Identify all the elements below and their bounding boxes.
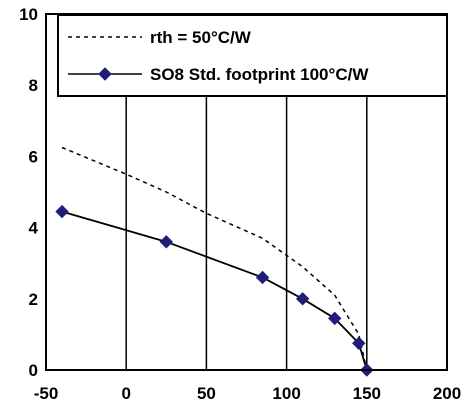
x-tick-label: 150 <box>353 384 381 403</box>
legend-marker-diamond <box>98 67 112 81</box>
data-point-marker <box>328 311 342 326</box>
y-tick-label: 4 <box>29 219 39 238</box>
legend-box <box>57 14 448 97</box>
data-point-marker <box>159 235 174 249</box>
data-point-marker <box>55 204 69 219</box>
y-tick-label: 10 <box>19 5 38 24</box>
x-tick-label: 50 <box>197 384 216 403</box>
x-tick-label: 100 <box>272 384 300 403</box>
x-tick-label: 0 <box>121 384 130 403</box>
y-tick-label: 8 <box>29 76 38 95</box>
y-tick-label: 2 <box>29 290 38 309</box>
legend-label-rth: rth = 50°C/W <box>150 28 252 47</box>
x-tick-label: -50 <box>34 384 59 403</box>
tick-labels: -50 0 50 100 150 200 0 2 4 6 8 10 <box>19 5 461 403</box>
series-line-1 <box>61 210 368 371</box>
data-point-marker <box>352 336 366 351</box>
data-point-marker <box>295 292 310 306</box>
y-tick-label: 0 <box>29 361 38 380</box>
series-layer <box>55 146 374 377</box>
legend-label-so8: SO8 Std. footprint 100°C/W <box>150 65 369 84</box>
data-point-marker <box>255 270 270 285</box>
legend: rth = 50°C/W SO8 Std. footprint 100°C/W <box>57 14 448 97</box>
x-tick-label: 200 <box>433 384 461 403</box>
y-tick-label: 6 <box>29 147 38 166</box>
